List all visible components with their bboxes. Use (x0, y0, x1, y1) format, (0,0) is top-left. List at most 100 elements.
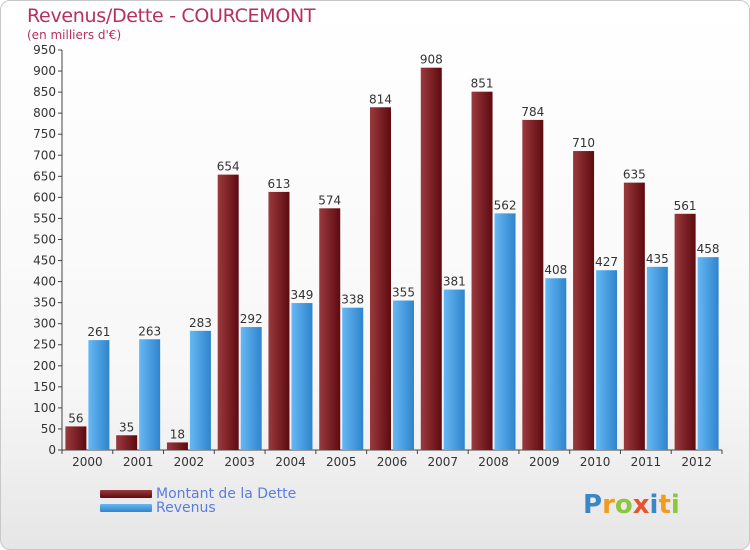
y-tick-label: 850 (33, 85, 56, 99)
legend-label-revenus: Revenus (156, 500, 216, 516)
y-tick-label: 200 (33, 359, 56, 373)
bar-revenus (646, 266, 668, 450)
y-tick-label: 150 (33, 380, 56, 394)
x-tick-label: 2003 (224, 455, 255, 469)
bar-dette (319, 208, 341, 450)
chart-axes: 0 50 100 150 200 250 300 350 400 450 500 550 600 650 7… (33, 43, 723, 469)
y-tick-label: 350 (33, 296, 56, 310)
proxiti-logo: Proxiti (583, 490, 680, 520)
chart-labels: 56 261 35 263 18 283 654 292 613 349 574 338 814 355 9… (68, 53, 719, 442)
bar-dette (623, 182, 645, 450)
data-label-dette: 613 (268, 177, 291, 191)
chart-subtitle: (en milliers d'€) (27, 28, 122, 42)
x-tick-label: 2006 (377, 455, 408, 469)
x-tick-label: 2002 (174, 455, 205, 469)
chart-title: Revenus/Dette - COURCEMONT (27, 5, 316, 27)
bar-revenus (291, 303, 313, 450)
bar-dette (268, 191, 290, 451)
data-label-revenus: 283 (189, 316, 212, 330)
data-label-dette: 18 (170, 427, 185, 441)
x-tick-label: 2004 (275, 455, 306, 469)
data-label-revenus: 261 (87, 325, 110, 339)
bar-dette (217, 174, 239, 450)
data-label-dette: 710 (572, 136, 595, 150)
y-tick-label: 650 (33, 169, 56, 183)
y-tick-label: 300 (33, 317, 56, 331)
data-label-revenus: 263 (138, 324, 161, 338)
data-label-revenus: 349 (291, 288, 314, 302)
data-label-revenus: 381 (443, 275, 466, 289)
data-label-revenus: 408 (544, 263, 567, 277)
bar-revenus (240, 327, 262, 450)
bar-revenus (494, 213, 516, 450)
x-tick-label: 2009 (529, 455, 560, 469)
data-label-dette: 784 (521, 105, 544, 119)
bar-revenus (443, 289, 465, 450)
data-label-dette: 561 (674, 199, 697, 213)
data-label-revenus: 427 (595, 255, 618, 269)
legend-item-dette: Montant de la Dette (100, 486, 296, 502)
x-tick-label: 2011 (631, 455, 662, 469)
data-label-revenus: 292 (240, 312, 263, 326)
data-label-dette: 35 (119, 420, 134, 434)
data-label-dette: 814 (369, 92, 392, 106)
y-tick-label: 950 (33, 43, 56, 57)
logo-letter: t (658, 490, 671, 520)
logo-letter: o (614, 490, 633, 520)
data-label-dette: 56 (68, 411, 83, 425)
bar-dette (674, 213, 696, 450)
bar-dette (370, 107, 391, 451)
logo-letter: i (649, 490, 659, 520)
data-label-revenus: 435 (646, 252, 669, 266)
bar-dette (420, 67, 442, 451)
legend-swatch-dette (100, 490, 152, 498)
y-tick-label: 700 (33, 148, 56, 162)
chart-bars (65, 67, 719, 451)
x-tick-label: 2000 (72, 455, 103, 469)
data-label-dette: 654 (217, 160, 240, 174)
x-tick-label: 2001 (123, 455, 154, 469)
legend-label-dette: Montant de la Dette (156, 486, 297, 502)
data-label-revenus: 458 (697, 242, 720, 256)
bar-revenus (545, 278, 567, 450)
logo-letter: x (632, 490, 650, 520)
y-tick-label: 550 (33, 211, 56, 225)
y-tick-label: 500 (33, 232, 56, 246)
logo-letter: P (583, 490, 603, 520)
bar-dette (573, 151, 595, 451)
data-label-dette: 908 (420, 53, 443, 67)
y-tick-label: 50 (41, 422, 56, 436)
y-tick-label: 250 (33, 338, 56, 352)
logo-letter: r (602, 490, 615, 520)
bar-dette (471, 91, 493, 451)
bar-revenus (342, 307, 364, 450)
data-label-dette: 851 (471, 77, 494, 91)
bar-revenus (189, 330, 211, 450)
logo-letter: i (670, 490, 680, 520)
bar-dette (522, 119, 544, 450)
y-tick-label: 800 (33, 106, 56, 120)
legend-item-revenus: Revenus (100, 500, 216, 516)
x-tick-label: 2010 (580, 455, 611, 469)
y-tick-label: 750 (33, 127, 56, 141)
data-label-dette: 574 (318, 193, 341, 207)
y-tick-label: 900 (33, 64, 56, 78)
bar-dette (116, 435, 138, 450)
y-tick-label: 600 (33, 190, 56, 204)
bar-revenus (88, 340, 110, 450)
data-label-revenus: 338 (341, 293, 364, 307)
bar-revenus (596, 270, 618, 450)
bar-dette (166, 442, 188, 450)
data-label-revenus: 355 (392, 286, 415, 300)
bar-revenus (139, 339, 161, 450)
legend-swatch-revenus (100, 504, 152, 512)
bar-revenus (393, 300, 414, 450)
x-tick-label: 2012 (681, 455, 712, 469)
data-label-revenus: 562 (494, 198, 517, 212)
bar-dette (65, 426, 87, 450)
y-tick-label: 100 (33, 401, 56, 415)
x-tick-label: 2005 (326, 455, 357, 469)
data-label-dette: 635 (623, 168, 646, 182)
x-tick-label: 2007 (427, 455, 458, 469)
